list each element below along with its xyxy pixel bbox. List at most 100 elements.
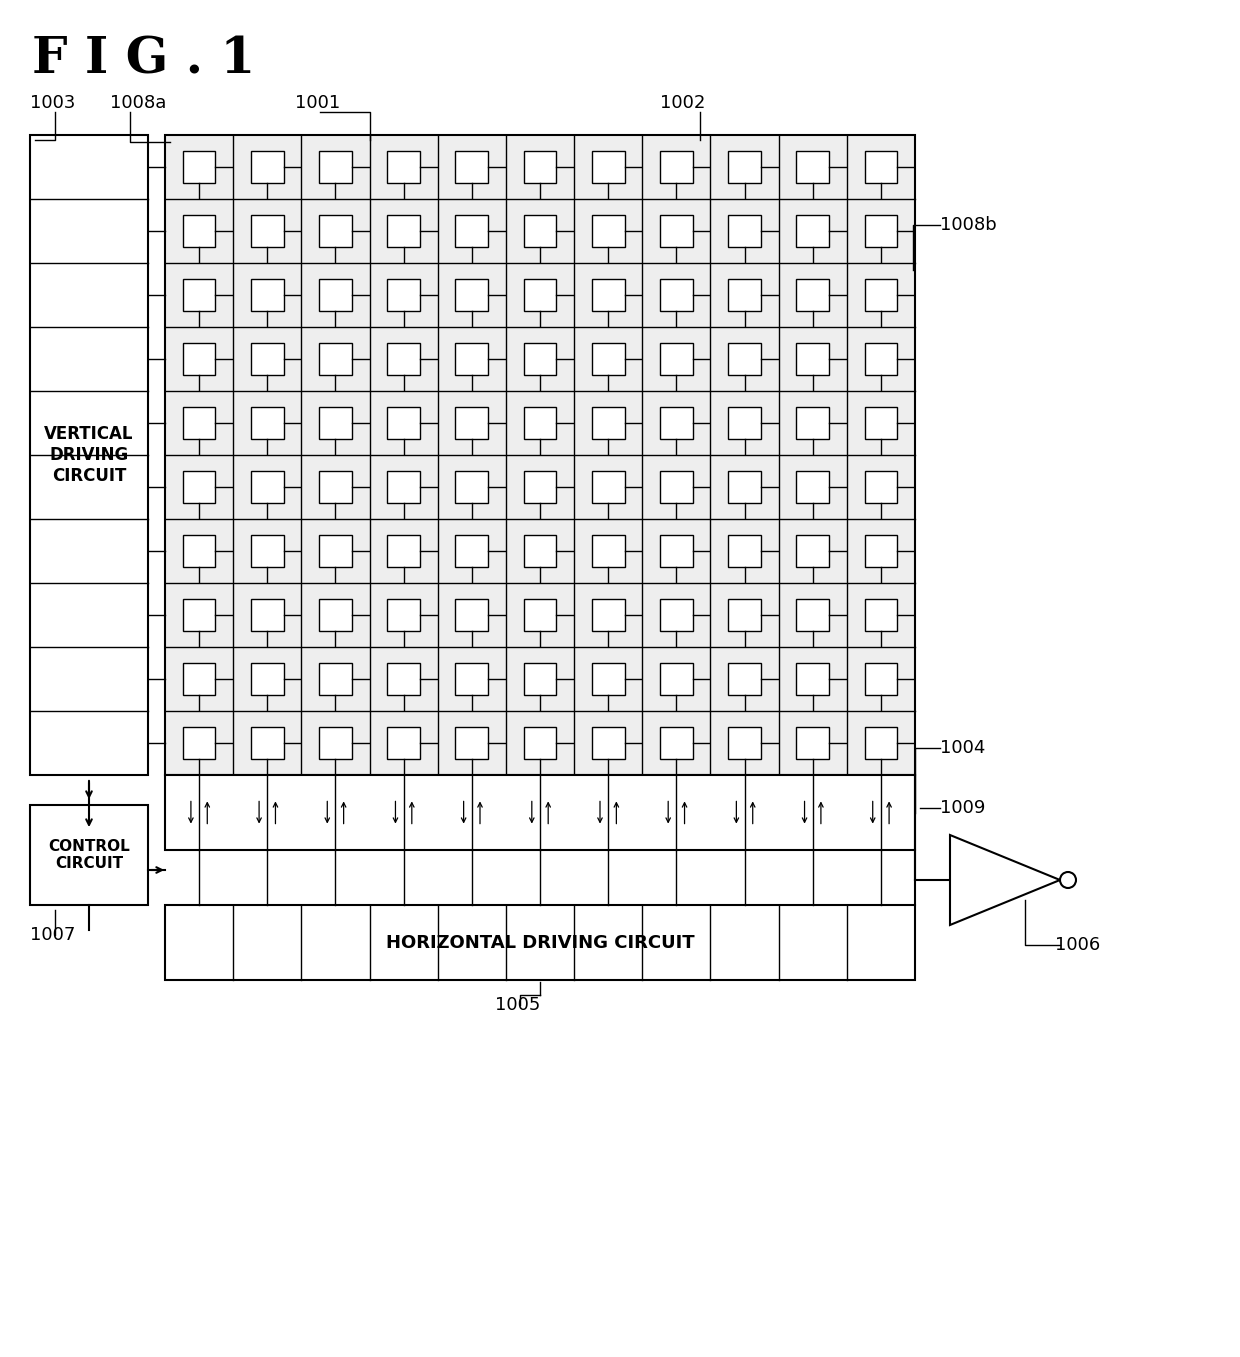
Bar [523, 471, 557, 503]
Bar [728, 471, 761, 503]
Bar [660, 664, 693, 695]
Bar [864, 151, 898, 183]
Bar [250, 214, 284, 247]
Bar [864, 535, 898, 567]
Text: 1005: 1005 [495, 996, 541, 1014]
Bar [387, 343, 420, 375]
Bar [728, 535, 761, 567]
Bar [387, 280, 420, 311]
Bar [728, 598, 761, 631]
Text: 1002: 1002 [660, 94, 706, 113]
Bar [591, 727, 625, 759]
Bar [182, 535, 216, 567]
Bar [523, 407, 557, 440]
Bar [796, 343, 830, 375]
Circle shape [1060, 873, 1076, 887]
Bar [319, 471, 352, 503]
Bar [455, 727, 489, 759]
Bar [455, 280, 489, 311]
Bar [455, 535, 489, 567]
Text: 1008a: 1008a [110, 94, 166, 113]
Bar [319, 343, 352, 375]
Bar [660, 535, 693, 567]
Bar [387, 151, 420, 183]
Bar [182, 280, 216, 311]
Bar [387, 598, 420, 631]
Bar [728, 214, 761, 247]
Bar [660, 343, 693, 375]
Bar [250, 535, 284, 567]
Bar [591, 214, 625, 247]
Bar [660, 151, 693, 183]
Bar [660, 727, 693, 759]
Bar [591, 471, 625, 503]
Bar [728, 151, 761, 183]
Bar [864, 598, 898, 631]
Bar [30, 805, 148, 905]
Bar [523, 598, 557, 631]
Bar [165, 134, 915, 775]
Bar [523, 343, 557, 375]
Bar [660, 214, 693, 247]
Bar [864, 471, 898, 503]
Bar [165, 905, 915, 980]
Bar [796, 471, 830, 503]
Text: 1009: 1009 [940, 799, 986, 817]
Bar [796, 280, 830, 311]
Text: 1006: 1006 [1055, 936, 1100, 954]
Bar [660, 407, 693, 440]
Bar [319, 280, 352, 311]
Text: CONTROL
CIRCUIT: CONTROL CIRCUIT [48, 839, 130, 871]
Bar [864, 280, 898, 311]
Bar [319, 535, 352, 567]
Bar [455, 214, 489, 247]
Bar [660, 280, 693, 311]
Bar [523, 535, 557, 567]
Bar [796, 407, 830, 440]
Bar [182, 343, 216, 375]
Bar [182, 151, 216, 183]
Bar [250, 407, 284, 440]
Bar [796, 727, 830, 759]
Bar [796, 664, 830, 695]
Bar [319, 407, 352, 440]
Bar [660, 598, 693, 631]
Bar [591, 407, 625, 440]
Bar [660, 471, 693, 503]
Bar [591, 664, 625, 695]
Bar [250, 471, 284, 503]
Bar [319, 664, 352, 695]
Bar [591, 535, 625, 567]
Bar [165, 775, 915, 849]
Bar [319, 151, 352, 183]
Bar [319, 598, 352, 631]
Bar [455, 471, 489, 503]
Bar [523, 664, 557, 695]
Bar [455, 407, 489, 440]
Bar [864, 343, 898, 375]
Bar [250, 664, 284, 695]
Bar [182, 407, 216, 440]
Bar [728, 407, 761, 440]
Text: VERTICAL
DRIVING
CIRCUIT: VERTICAL DRIVING CIRCUIT [45, 425, 134, 484]
Bar [455, 151, 489, 183]
Text: 1003: 1003 [30, 94, 76, 113]
Bar [796, 214, 830, 247]
Bar [591, 151, 625, 183]
Bar [455, 664, 489, 695]
Bar [591, 343, 625, 375]
Bar [250, 151, 284, 183]
Bar [387, 727, 420, 759]
Bar [182, 664, 216, 695]
Bar [182, 214, 216, 247]
Bar [387, 471, 420, 503]
Text: F I G . 1: F I G . 1 [32, 35, 255, 84]
Bar [864, 214, 898, 247]
Bar [182, 598, 216, 631]
Text: 1007: 1007 [30, 925, 76, 944]
Bar [523, 280, 557, 311]
Bar [387, 214, 420, 247]
Bar [728, 727, 761, 759]
Bar [591, 280, 625, 311]
Bar [523, 214, 557, 247]
